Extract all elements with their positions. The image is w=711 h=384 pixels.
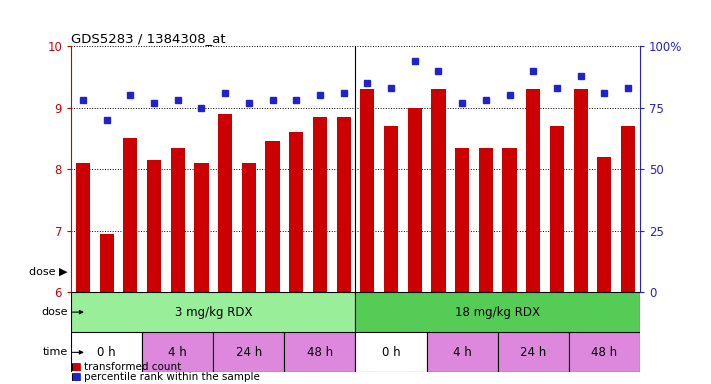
Text: 18 mg/kg RDX: 18 mg/kg RDX	[455, 306, 540, 319]
Text: ■ percentile rank within the sample: ■ percentile rank within the sample	[71, 372, 260, 382]
Text: 3 mg/kg RDX: 3 mg/kg RDX	[174, 306, 252, 319]
FancyBboxPatch shape	[356, 332, 427, 372]
Bar	[194, 163, 208, 292]
Bar	[76, 163, 90, 292]
Bar	[313, 117, 327, 292]
Bar	[100, 233, 114, 292]
Bar	[360, 89, 375, 292]
Bar	[384, 126, 398, 292]
Bar	[265, 141, 279, 292]
FancyBboxPatch shape	[213, 332, 284, 372]
Bar	[526, 89, 540, 292]
FancyBboxPatch shape	[71, 332, 142, 372]
Bar	[123, 138, 137, 292]
Bar	[479, 147, 493, 292]
Bar	[597, 157, 611, 292]
Bar	[336, 117, 351, 292]
FancyBboxPatch shape	[142, 332, 213, 372]
Text: dose: dose	[41, 307, 68, 317]
Bar	[574, 89, 588, 292]
Text: 24 h: 24 h	[520, 346, 546, 359]
FancyBboxPatch shape	[427, 332, 498, 372]
Text: 0 h: 0 h	[382, 346, 400, 359]
Text: ■: ■	[71, 372, 81, 382]
Bar	[432, 89, 446, 292]
Bar	[503, 147, 517, 292]
Bar	[242, 163, 256, 292]
FancyBboxPatch shape	[569, 332, 640, 372]
Text: dose ▶: dose ▶	[29, 267, 68, 277]
Bar	[218, 114, 232, 292]
Text: time: time	[42, 348, 68, 358]
Text: 48 h: 48 h	[592, 346, 617, 359]
Bar	[171, 147, 185, 292]
Text: ■ transformed count: ■ transformed count	[71, 362, 181, 372]
Text: 48 h: 48 h	[307, 346, 333, 359]
Bar	[550, 126, 564, 292]
Text: GDS5283 / 1384308_at: GDS5283 / 1384308_at	[71, 32, 225, 45]
FancyBboxPatch shape	[284, 332, 356, 372]
Bar	[147, 160, 161, 292]
Text: 0 h: 0 h	[97, 346, 116, 359]
Bar	[621, 126, 635, 292]
FancyBboxPatch shape	[71, 292, 356, 332]
Text: 4 h: 4 h	[169, 346, 187, 359]
Bar	[407, 108, 422, 292]
FancyBboxPatch shape	[356, 292, 640, 332]
Text: 4 h: 4 h	[453, 346, 471, 359]
Bar	[455, 147, 469, 292]
Text: 24 h: 24 h	[236, 346, 262, 359]
FancyBboxPatch shape	[498, 332, 569, 372]
Bar	[289, 132, 304, 292]
Text: ■: ■	[71, 362, 81, 372]
